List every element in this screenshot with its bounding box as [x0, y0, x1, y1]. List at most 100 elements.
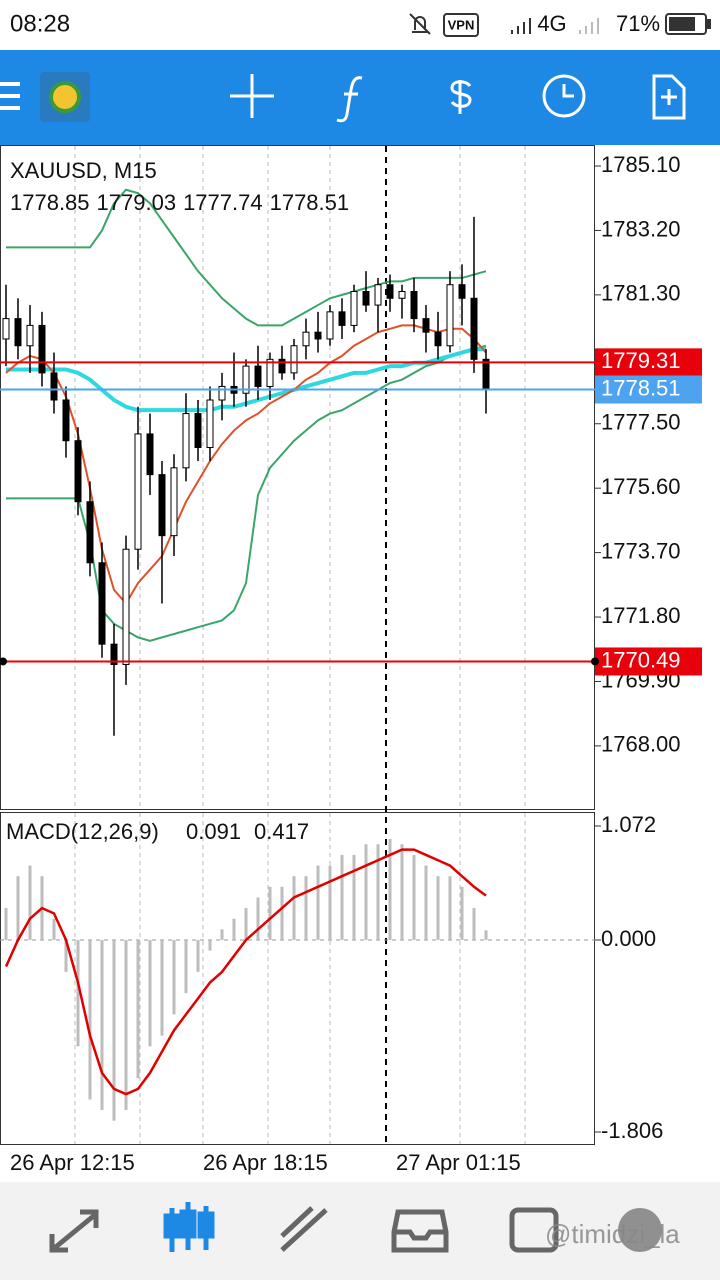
indicators-button[interactable] — [336, 76, 363, 123]
histogram-bar — [460, 886, 464, 940]
candle-body — [218, 385, 226, 401]
indicator-line — [6, 344, 487, 642]
candle-body — [146, 433, 154, 476]
candle-body — [170, 467, 178, 537]
price-label: 1778.51 — [601, 375, 681, 400]
time-label: 26 Apr 12:15 — [10, 1150, 135, 1175]
y-tick-label: 1785.10 — [601, 152, 681, 177]
macd-pane — [0, 812, 595, 1145]
candle-body — [266, 358, 274, 387]
status-vpn: VPN — [448, 17, 475, 32]
histogram-bar — [388, 838, 392, 940]
ohlc-value: 1778.51 — [270, 190, 350, 215]
candle-body — [410, 290, 418, 320]
price-label: 1770.49 — [601, 647, 681, 672]
candle-body — [2, 318, 10, 340]
y-tick-label: 1771.80 — [601, 603, 681, 628]
histogram-bar — [184, 939, 188, 994]
timeframe-button[interactable] — [542, 74, 586, 118]
macd-value: 0.091 — [186, 819, 241, 844]
histogram-bar — [472, 908, 476, 940]
status-bar — [0, 0, 720, 50]
y-tick-label: 1768.00 — [601, 732, 681, 757]
messages-tab[interactable] — [509, 1207, 559, 1253]
histogram-bar — [124, 939, 128, 1111]
histogram-bar — [220, 929, 224, 940]
histogram-bar — [76, 939, 80, 1047]
price-line-anchor — [0, 657, 7, 666]
histogram-bar — [400, 844, 404, 940]
signal-value: 0.417 — [254, 819, 309, 844]
candle-body — [350, 290, 358, 326]
toolbar-icons — [0, 72, 686, 123]
time-label: 26 Apr 18:15 — [203, 1150, 328, 1175]
histogram-bar — [232, 918, 236, 940]
histogram-bar — [256, 897, 260, 940]
histogram-bar — [196, 939, 200, 972]
candle-body — [458, 284, 466, 299]
y-tick-label: 0.000 — [601, 926, 656, 951]
histogram-bar — [436, 876, 440, 940]
candle-body — [362, 290, 370, 306]
plots: 1785.10 1783.20 1781.30 1777.50 1775.60 1773.… — [0, 152, 702, 1143]
histogram-bar — [316, 865, 320, 940]
candle-body — [398, 290, 406, 299]
histogram-bar — [100, 939, 104, 1111]
candle-body — [302, 331, 310, 347]
histogram-bar — [4, 908, 8, 940]
histogram-bar — [448, 876, 452, 940]
trade-button[interactable] — [450, 80, 472, 114]
price-label: 1779.31 — [601, 348, 681, 373]
status-icons — [409, 13, 711, 37]
histogram-bar — [244, 908, 248, 940]
bottom-nav-icons — [49, 1202, 662, 1253]
price-label-box — [595, 375, 702, 404]
chart-title: XAUUSD, M15 — [10, 158, 157, 183]
indicator-line — [5, 324, 487, 606]
quotes-tab[interactable] — [49, 1209, 99, 1253]
candle-body — [206, 399, 214, 448]
y-tick-label: 1775.60 — [601, 474, 681, 499]
candle-body — [434, 331, 442, 347]
candle-body — [290, 345, 298, 374]
y-tick-label: 1783.20 — [601, 216, 681, 241]
histogram-bar — [412, 854, 416, 940]
ohlc-value: 1779.03 — [97, 190, 177, 215]
bottom-nav — [0, 1182, 720, 1280]
histogram-bar — [172, 939, 176, 1015]
vertical-grid — [74, 146, 526, 1144]
price-label-box — [595, 647, 702, 676]
candle-body — [314, 331, 322, 340]
histogram-bar — [112, 939, 116, 1121]
histogram-bar — [484, 930, 488, 940]
candle-body — [482, 358, 490, 391]
history-tab[interactable] — [391, 1209, 449, 1253]
candle-body — [122, 548, 130, 666]
candle-body — [182, 413, 190, 469]
new-order-button[interactable] — [652, 74, 686, 120]
ohlc-value: 1778.85 — [10, 190, 90, 215]
candle-body — [194, 413, 202, 448]
histogram-bar — [304, 876, 308, 940]
candle-body — [98, 562, 106, 645]
histogram-bar — [52, 918, 56, 940]
candle-body — [50, 372, 58, 401]
y-tick-label: 1773.70 — [601, 538, 681, 563]
histogram-bar — [88, 939, 92, 1100]
histogram-bar — [28, 865, 32, 940]
candle-body — [338, 311, 346, 326]
histogram-bar — [208, 939, 212, 951]
candle-body — [74, 440, 82, 503]
menu-button[interactable] — [0, 82, 20, 110]
time-label: 27 Apr 01:15 — [396, 1150, 521, 1175]
candle-body — [14, 318, 22, 347]
candle-body — [254, 365, 262, 387]
candle-body — [110, 643, 118, 666]
trade-tab[interactable] — [280, 1206, 328, 1252]
crosshair-button[interactable] — [230, 74, 274, 118]
histogram-bar — [148, 939, 152, 1047]
status-battery: 71% — [616, 11, 660, 36]
chart-tab[interactable] — [163, 1202, 215, 1252]
candle-body — [470, 297, 478, 360]
